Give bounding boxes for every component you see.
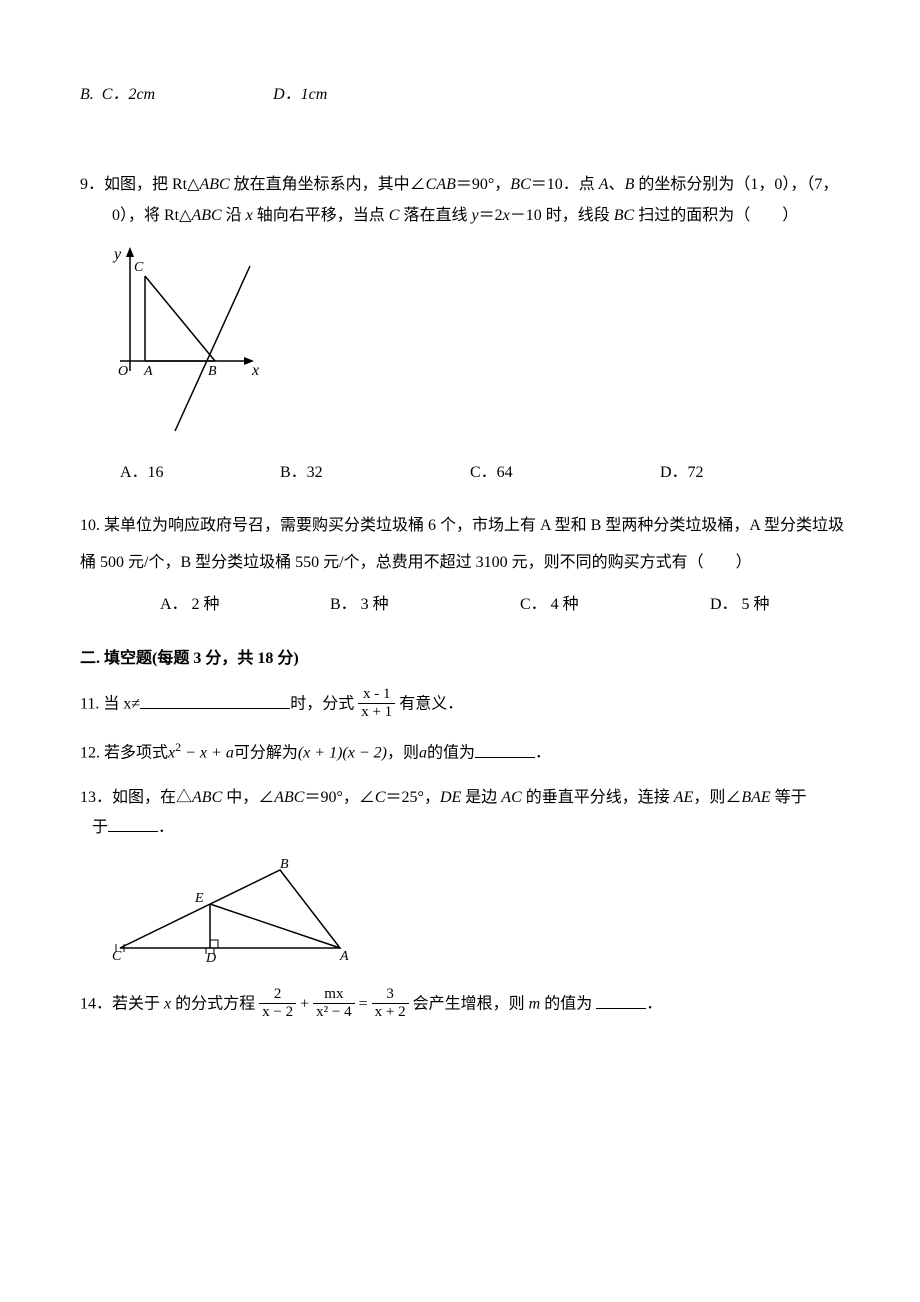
y-label: y [112,246,122,263]
q14-frac3: 3 x + 2 [372,986,409,1020]
svg-text:D: D [205,951,216,963]
q10-choices: A． 2 种 B． 3 种 C． 4 种 D． 5 种 [80,590,860,620]
q11-fraction: x - 1 x + 1 [358,686,395,720]
q9-stem: 9．如图，把 Rt△ABC 放在直角坐标系内，其中∠CAB＝90°，BC＝10．… [80,170,860,231]
q10-choice-a[interactable]: A． 2 种 [160,590,330,620]
section2-head: 二. 填空题(每题 3 分，共 18 分) [80,644,860,674]
q9-choices: A．16 B．32 C．64 D．72 [80,458,860,488]
b-label: B [208,364,217,379]
q10-choice-b[interactable]: B． 3 种 [330,590,520,620]
q14-blank[interactable] [596,992,646,1009]
q10-choice-d[interactable]: D． 5 种 [710,590,770,620]
q14: 14．若关于 x 的分式方程 2 x − 2 + mx x² − 4 = 3 x… [80,988,860,1022]
q9-figure: y x O A B C [100,241,860,447]
a-label: A [143,364,153,379]
q11-blank[interactable] [140,692,290,709]
q12: 12. 若多项式x2 − x + a可分解为(x + 1)(x − 2)，则a的… [80,736,860,769]
q14-frac2: mx x² − 4 [313,986,354,1020]
q11: 11. 当 x≠时，分式 x - 1 x + 1 有意义． [80,688,860,722]
q12-blank[interactable] [475,741,535,758]
opt-c: C．2cm [102,86,155,103]
q13-blank[interactable] [108,815,158,832]
opt-b: B. [80,86,94,103]
q8-remainder: B. C．2cm D．1cm [80,80,860,110]
q9-choice-d[interactable]: D．72 [660,458,704,488]
x-label: x [251,362,259,379]
q9-choice-c[interactable]: C．64 [470,458,660,488]
c-label: C [134,260,144,275]
q13: 13．如图，在△ABC 中，∠ABC＝90°，∠C＝25°，DE 是边 AC 的… [80,783,860,844]
svg-text:E: E [194,891,204,906]
q9-choice-a[interactable]: A．16 [120,458,280,488]
svg-text:C: C [112,949,122,963]
q9-choice-b[interactable]: B．32 [280,458,470,488]
opt-d: D．1cm [273,86,327,103]
q10-choice-c[interactable]: C． 4 种 [520,590,710,620]
q14-frac1: 2 x − 2 [259,986,296,1020]
o-label: O [118,364,128,379]
q13-figure: B E C D A [110,858,860,974]
svg-text:B: B [280,858,289,872]
q10-stem: 10. 某单位为响应政府号召，需要购买分类垃圾桶 6 个，市场上有 A 型和 B… [80,508,860,582]
svg-text:A: A [339,949,349,963]
